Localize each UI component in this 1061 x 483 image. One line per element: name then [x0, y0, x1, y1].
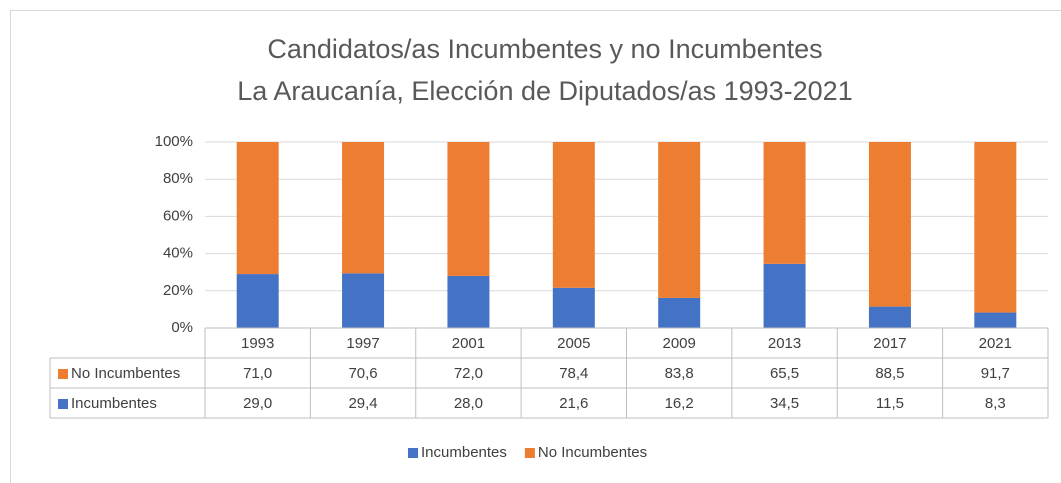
y-tick-label: 100% [155, 133, 193, 150]
table-value: 91,7 [981, 365, 1010, 382]
legend-label: No Incumbentes [538, 444, 647, 461]
table-value: 72,0 [454, 365, 483, 382]
bar-segment [658, 142, 701, 298]
x-tick-label: 2017 [873, 335, 906, 352]
y-tick-label: 60% [163, 207, 193, 224]
y-tick-label: 80% [163, 170, 193, 187]
table-value: 71,0 [243, 365, 272, 382]
table-value: 70,6 [348, 365, 377, 382]
bar-segment [342, 142, 385, 274]
x-tick-label: 1993 [241, 335, 274, 352]
x-tick-label: 1997 [346, 335, 379, 352]
x-tick-label: 2021 [979, 335, 1012, 352]
bar-segment [552, 287, 595, 328]
bar-segment [868, 142, 911, 307]
table-value: 8,3 [985, 395, 1006, 412]
legend-key [524, 448, 535, 458]
table-value: 16,2 [665, 395, 694, 412]
y-tick-label: 20% [163, 282, 193, 299]
bar-segment [868, 306, 911, 328]
table-value: 78,4 [559, 365, 588, 382]
table-value: 29,0 [243, 395, 272, 412]
table-legend-key [58, 399, 68, 409]
table-value: 83,8 [665, 365, 694, 382]
legend-key [408, 448, 418, 458]
table-value: 29,4 [348, 395, 377, 412]
y-tick-label: 0% [171, 319, 193, 336]
bar-segment [552, 142, 595, 288]
table-value: 34,5 [770, 395, 799, 412]
table-value: 88,5 [875, 365, 904, 382]
bar-segment [236, 274, 279, 328]
bar-segment [236, 142, 279, 275]
table-value: 21,6 [559, 395, 588, 412]
bar-segment [447, 142, 490, 276]
table-row-label: No Incumbentes [71, 365, 180, 382]
bar-segment [447, 275, 490, 328]
table-value: 11,5 [876, 395, 904, 412]
bar-segment [974, 312, 1017, 328]
x-tick-label: 2013 [768, 335, 801, 352]
x-tick-label: 2009 [663, 335, 696, 352]
x-tick-label: 2001 [452, 335, 485, 352]
y-tick-label: 40% [163, 245, 193, 262]
x-tick-label: 2005 [557, 335, 590, 352]
legend-label: Incumbentes [421, 444, 507, 461]
chart-title: Candidatos/as Incumbentes y no Incumbent… [267, 34, 822, 64]
chart-title: La Araucanía, Elección de Diputados/as 1… [237, 76, 852, 106]
bar-segment [658, 297, 701, 328]
bar-segment [342, 273, 385, 328]
table-value: 65,5 [770, 365, 799, 382]
bar-segment [763, 263, 806, 328]
table-legend-key [58, 369, 68, 379]
table-value: 28,0 [454, 395, 483, 412]
table-row-label: Incumbentes [71, 395, 157, 412]
bar-segment [974, 142, 1017, 313]
bar-segment [763, 142, 806, 264]
